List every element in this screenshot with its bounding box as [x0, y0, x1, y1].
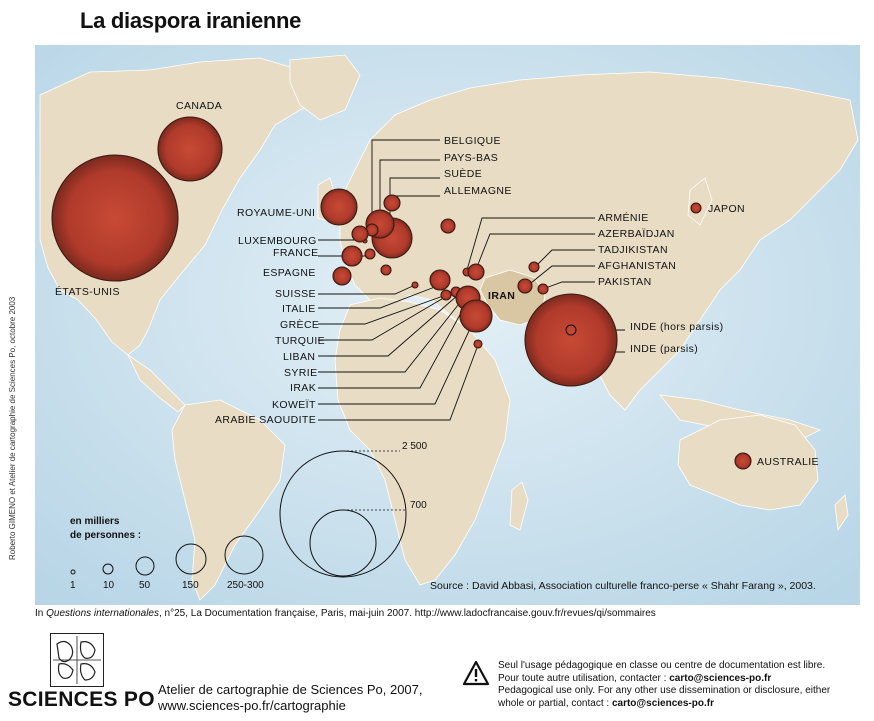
bubble-etats-unis	[51, 154, 179, 282]
bubble-japon	[690, 202, 702, 214]
label-italie: ITALIE	[282, 303, 316, 315]
bubble-azerbaidjan	[467, 263, 485, 281]
label-syrie: SYRIE	[284, 367, 318, 379]
label-australie: AUSTRALIE	[757, 456, 819, 468]
size-legend: en milliers de personnes : 2 500 700 1 1…	[70, 441, 427, 591]
label-canada: CANADA	[176, 100, 222, 112]
legend-circle-50	[135, 556, 155, 576]
label-tadjikistan: TADJIKISTAN	[598, 244, 668, 256]
legend-circle-1	[70, 569, 76, 575]
bubble-grece	[411, 281, 419, 289]
label-suede: SUÈDE	[444, 167, 482, 180]
bubble-italie	[380, 264, 392, 276]
bubble-afghanistan	[517, 278, 533, 294]
bubble-russie	[440, 218, 456, 234]
bubble-suisse	[332, 266, 352, 286]
legend-val-250-300: 250-300	[227, 580, 264, 591]
label-pakistan: PAKISTAN	[598, 276, 652, 288]
legend-val-10: 10	[103, 580, 115, 591]
legend-val-50: 50	[139, 580, 151, 591]
atelier-link[interactable]: www.sciences-po.fr/cartographie	[158, 698, 346, 713]
bubbles	[51, 116, 752, 470]
atelier-credit: Atelier de cartographie de Sciences Po, …	[158, 682, 423, 713]
label-belgique: BELGIQUE	[444, 135, 501, 147]
author-credit: Roberto GIMENO et Atelier de cartographi…	[8, 296, 17, 560]
label-pays-bas: PAYS-BAS	[444, 152, 498, 164]
legend-circle-150	[175, 543, 207, 575]
legend-ref-2500: 2 500	[402, 441, 427, 452]
sciences-po-emblem	[50, 633, 104, 687]
label-grece: GRÈCE	[280, 318, 319, 331]
bubble-inde-hors-parsis	[565, 324, 577, 336]
bubble-suede	[383, 194, 401, 212]
bubble-france2	[364, 248, 376, 260]
label-espagne: ESPAGNE	[263, 267, 316, 279]
label-luxembourg: LUXEMBOURG	[238, 235, 317, 247]
country-labels: CANADA ÉTATS-UNIS ROYAUME-UNI BELGIQUE P…	[55, 100, 819, 468]
bubble-royaume-uni	[320, 188, 358, 226]
legend-circle-250-300	[224, 535, 264, 575]
bubble-inde-parsis	[524, 293, 618, 387]
bubble-tadjikistan	[528, 261, 540, 273]
label-irak: IRAK	[290, 382, 316, 394]
legend-title-2: de personnes :	[70, 530, 141, 541]
bubble-pakistan	[537, 283, 549, 295]
label-royaume-uni: ROYAUME-UNI	[237, 207, 315, 219]
bubble-arabie-saoudite	[473, 339, 483, 349]
legend-val-150: 150	[182, 580, 199, 591]
bubble-turquie	[429, 269, 451, 291]
label-allemagne: ALLEMAGNE	[444, 185, 512, 197]
world-map: IRAN	[35, 45, 860, 605]
usage-notice: Seul l'usage pédagogique en classe ou ce…	[498, 660, 831, 709]
legend-ref-700: 700	[410, 500, 427, 511]
journal-name: Questions internationales	[46, 608, 159, 619]
label-france: FRANCE	[273, 247, 319, 259]
source-text: Source : David Abbasi, Association cultu…	[430, 580, 816, 592]
map-title: La diaspora iranienne	[80, 8, 302, 33]
citation: In Questions internationales, n°25, La D…	[35, 608, 656, 619]
label-azerbaidjan: AZERBAÏDJAN	[598, 228, 675, 240]
bubble-espagne	[341, 245, 363, 267]
legend-val-1: 1	[70, 580, 76, 591]
sciences-po-logo: SCIENCES PO	[8, 688, 155, 711]
bubble-koweit	[459, 299, 493, 333]
label-suisse: SUISSE	[275, 288, 316, 300]
label-armenie: ARMÉNIE	[598, 211, 649, 224]
bubble-canada	[157, 116, 223, 182]
label-turquie: TURQUIE	[275, 335, 325, 347]
contact-email-2[interactable]: carto@sciences-po.fr	[611, 697, 714, 709]
label-japon: JAPON	[708, 203, 745, 215]
label-liban: LIBAN	[283, 351, 315, 363]
label-inde-hors-parsis: INDE (hors parsis)	[630, 321, 724, 333]
bubble-liban	[440, 289, 452, 301]
label-inde-parsis: INDE (parsis)	[630, 343, 698, 355]
label-etats-unis: ÉTATS-UNIS	[55, 285, 120, 298]
warning-icon	[462, 660, 490, 686]
label-koweit: KOWEÏT	[272, 399, 316, 411]
bubble-france	[351, 225, 369, 243]
legend-title-1: en milliers	[70, 516, 120, 527]
iran-label: IRAN	[488, 290, 515, 302]
legend-circle-10	[102, 563, 114, 575]
contact-email[interactable]: carto@sciences-po.fr	[669, 672, 772, 684]
label-arabie-saoudite: ARABIE SAOUDITE	[215, 414, 316, 426]
bubble-australie	[734, 452, 752, 470]
label-afghanistan: AFGHANISTAN	[598, 260, 676, 272]
